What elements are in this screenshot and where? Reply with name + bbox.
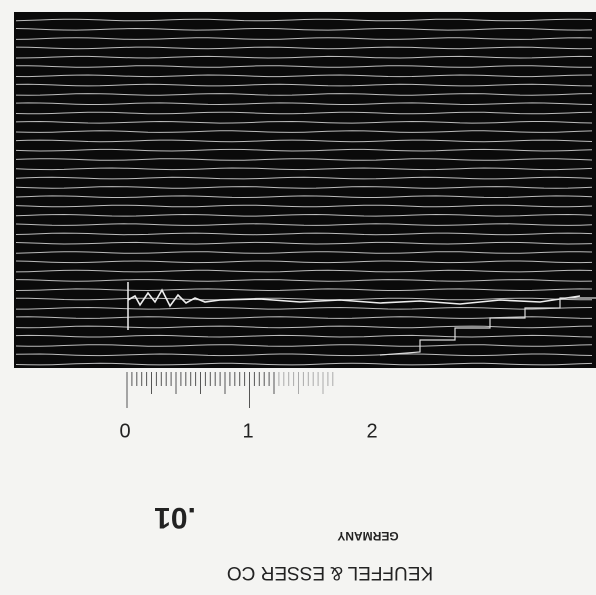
ruler-label: 0 — [119, 420, 130, 442]
ruler-label: 2 — [366, 420, 377, 442]
stamp-country: GERMANY — [337, 529, 398, 543]
scan: 0 1 2 .01 GERMANY KEUFFEL & ESSER CO — [0, 0, 596, 595]
stamp-maker: KEUFFEL & ESSER CO — [227, 562, 433, 583]
ruler-label: 1 — [242, 420, 253, 442]
stamp-number: .01 — [154, 501, 196, 534]
